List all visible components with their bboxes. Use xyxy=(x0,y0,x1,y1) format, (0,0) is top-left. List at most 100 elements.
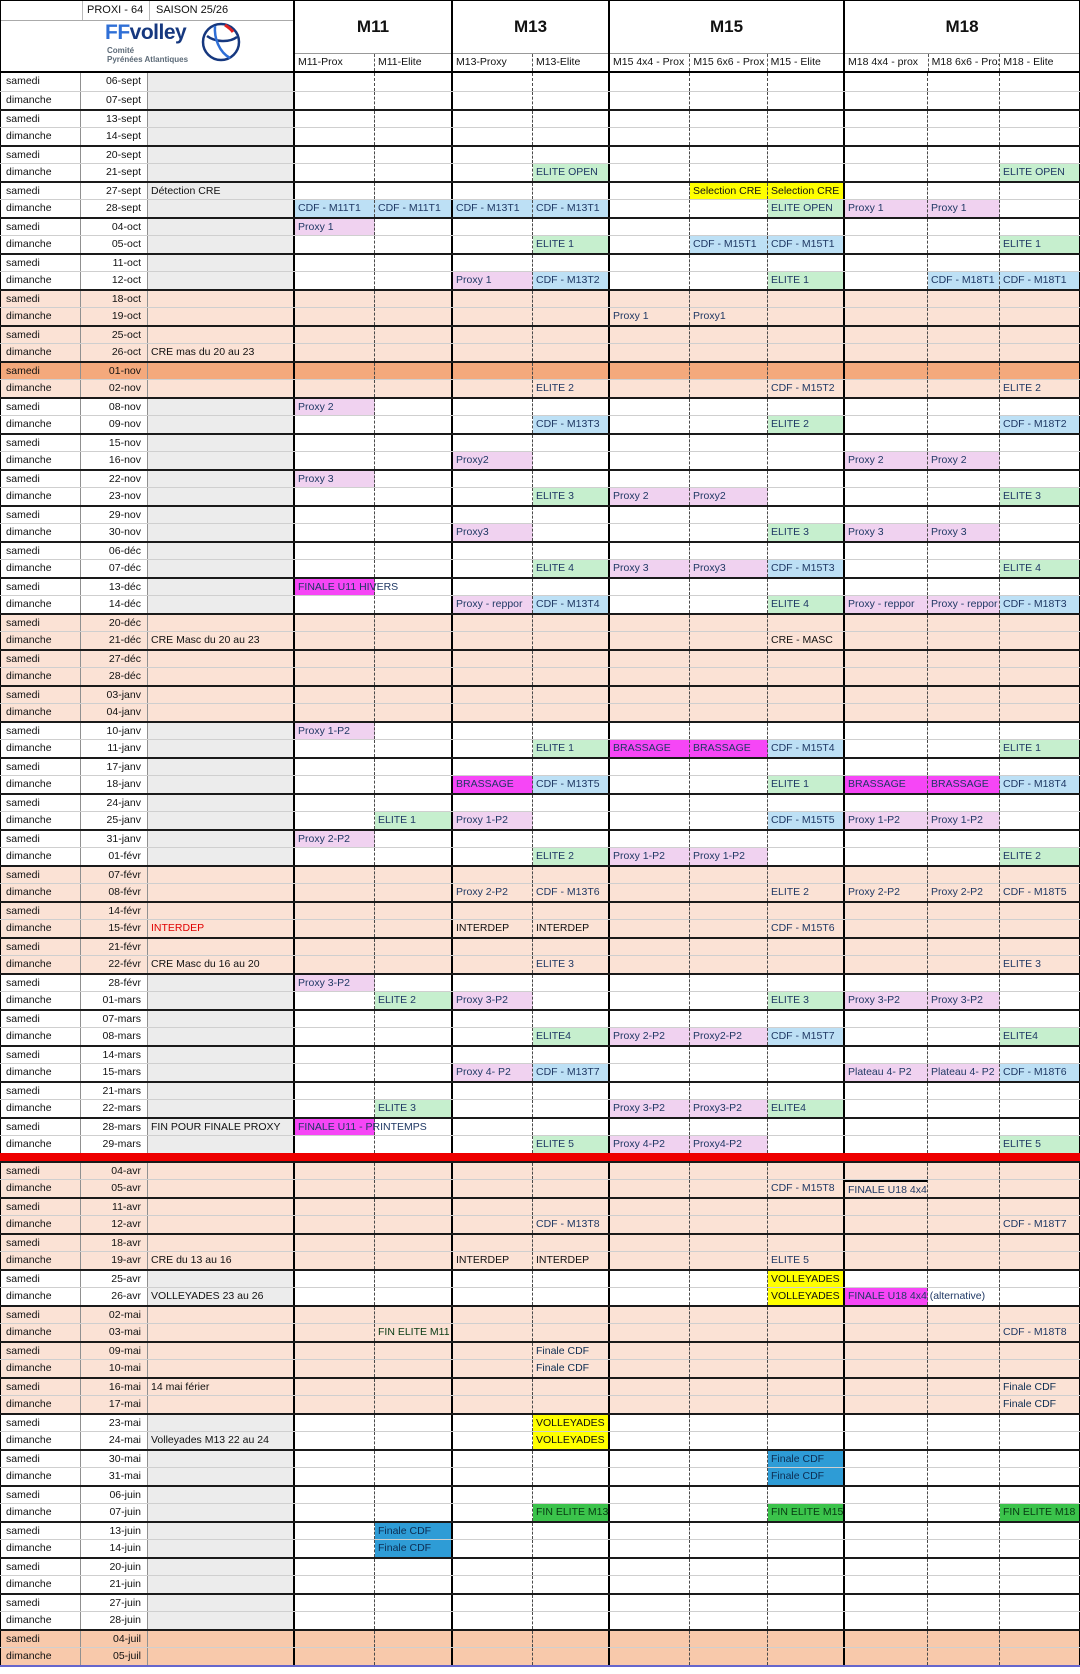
event-cell[interactable] xyxy=(768,128,845,145)
note-cell[interactable] xyxy=(148,1100,295,1117)
event-cell[interactable] xyxy=(928,507,1000,523)
event-cell[interactable] xyxy=(768,507,845,523)
event-cell[interactable] xyxy=(610,1163,690,1179)
event-cell[interactable] xyxy=(845,1451,928,1467)
event-cell[interactable] xyxy=(690,1523,768,1539)
date-cell[interactable]: 28-févr xyxy=(81,975,148,991)
event-cell[interactable] xyxy=(928,471,1000,487)
event-cell[interactable] xyxy=(690,1324,768,1341)
day-cell[interactable]: dimanche xyxy=(0,272,81,289)
event-cell[interactable] xyxy=(690,903,768,919)
note-cell[interactable] xyxy=(148,1324,295,1341)
event-cell[interactable] xyxy=(768,939,845,955)
day-cell[interactable]: dimanche xyxy=(0,416,81,433)
event-cell[interactable] xyxy=(375,416,453,433)
event-cell[interactable] xyxy=(768,1396,845,1413)
event-cell[interactable] xyxy=(610,1648,690,1665)
event-cell[interactable] xyxy=(610,200,690,217)
date-cell[interactable]: 11-avr xyxy=(81,1199,148,1215)
event-cell[interactable]: Proxy 2 xyxy=(610,488,690,505)
note-cell[interactable] xyxy=(148,308,295,325)
event-cell[interactable] xyxy=(768,1163,845,1179)
event-cell[interactable] xyxy=(610,291,690,307)
event-cell[interactable] xyxy=(533,507,610,523)
event-cell[interactable] xyxy=(928,831,1000,847)
date-cell[interactable]: 05-avr xyxy=(81,1180,148,1197)
event-cell[interactable]: CDF - M13T8 xyxy=(533,1216,610,1233)
event-cell[interactable] xyxy=(453,1216,533,1233)
event-cell[interactable] xyxy=(928,1523,1000,1539)
event-cell[interactable] xyxy=(768,73,845,91)
event-cell[interactable] xyxy=(610,632,690,649)
event-cell[interactable] xyxy=(928,1379,1000,1395)
column-header[interactable]: M11-Elite xyxy=(373,54,451,71)
event-cell[interactable] xyxy=(690,776,768,793)
event-cell[interactable] xyxy=(1000,111,1080,127)
event-cell[interactable] xyxy=(295,560,375,577)
event-cell[interactable] xyxy=(845,687,928,703)
day-cell[interactable]: samedi xyxy=(0,435,81,451)
date-cell[interactable]: 23-mai xyxy=(81,1415,148,1431)
event-cell[interactable] xyxy=(1000,1011,1080,1027)
event-cell[interactable]: Proxy4-P2 xyxy=(690,1136,768,1153)
event-cell[interactable] xyxy=(375,632,453,649)
event-cell[interactable] xyxy=(1000,1415,1080,1431)
event-cell[interactable] xyxy=(610,1523,690,1539)
event-cell[interactable] xyxy=(928,1271,1000,1287)
event-cell[interactable] xyxy=(1000,1451,1080,1467)
event-cell[interactable] xyxy=(295,1540,375,1557)
event-cell[interactable] xyxy=(375,363,453,379)
column-header[interactable]: M15 4x4 - Prox xyxy=(613,56,685,68)
event-cell[interactable] xyxy=(928,740,1000,757)
event-cell[interactable] xyxy=(845,291,928,307)
event-cell[interactable] xyxy=(690,704,768,721)
event-cell[interactable] xyxy=(1000,1523,1080,1539)
date-cell[interactable]: 07-sept xyxy=(81,92,148,109)
event-cell[interactable] xyxy=(295,291,375,307)
event-cell[interactable] xyxy=(845,651,928,667)
event-cell[interactable] xyxy=(768,651,845,667)
event-cell[interactable] xyxy=(453,1379,533,1395)
event-cell[interactable] xyxy=(928,704,1000,721)
event-cell[interactable] xyxy=(928,956,1000,973)
date-cell[interactable]: 10-mai xyxy=(81,1360,148,1377)
event-cell[interactable] xyxy=(610,903,690,919)
event-cell[interactable] xyxy=(768,704,845,721)
event-cell[interactable]: CDF - M18T1 xyxy=(928,272,1000,289)
event-cell[interactable] xyxy=(533,903,610,919)
event-cell[interactable] xyxy=(533,704,610,721)
note-cell[interactable] xyxy=(148,399,295,415)
event-cell[interactable]: CDF - M18T4 xyxy=(1000,776,1080,793)
event-cell[interactable] xyxy=(453,560,533,577)
date-cell[interactable]: 07-juin xyxy=(81,1504,148,1521)
event-cell[interactable] xyxy=(690,1360,768,1377)
event-cell[interactable] xyxy=(533,344,610,361)
date-cell[interactable]: 06-juin xyxy=(81,1487,148,1503)
note-cell[interactable] xyxy=(148,1180,295,1197)
event-cell[interactable] xyxy=(928,1631,1000,1647)
event-cell[interactable] xyxy=(928,1612,1000,1629)
date-cell[interactable]: 20-sept xyxy=(81,147,148,163)
date-cell[interactable]: 13-déc xyxy=(81,579,148,595)
date-cell[interactable]: 03-mai xyxy=(81,1324,148,1341)
event-cell[interactable] xyxy=(845,1396,928,1413)
day-cell[interactable]: samedi xyxy=(0,1559,81,1575)
date-cell[interactable]: 01-févr xyxy=(81,848,148,865)
day-cell[interactable]: dimanche xyxy=(0,1396,81,1413)
note-cell[interactable]: Détection CRE xyxy=(148,183,295,199)
date-cell[interactable]: 29-nov xyxy=(81,507,148,523)
event-cell[interactable] xyxy=(295,1468,375,1485)
event-cell[interactable] xyxy=(845,1487,928,1503)
event-cell[interactable] xyxy=(295,308,375,325)
event-cell[interactable] xyxy=(453,488,533,505)
note-cell[interactable] xyxy=(148,1199,295,1215)
note-cell[interactable] xyxy=(148,1360,295,1377)
event-cell[interactable] xyxy=(295,776,375,793)
event-cell[interactable] xyxy=(295,327,375,343)
event-cell[interactable] xyxy=(533,399,610,415)
event-cell[interactable] xyxy=(690,795,768,811)
event-cell[interactable] xyxy=(1000,1631,1080,1647)
event-cell[interactable] xyxy=(1000,1307,1080,1323)
event-cell[interactable] xyxy=(610,344,690,361)
day-cell[interactable]: samedi xyxy=(0,687,81,703)
